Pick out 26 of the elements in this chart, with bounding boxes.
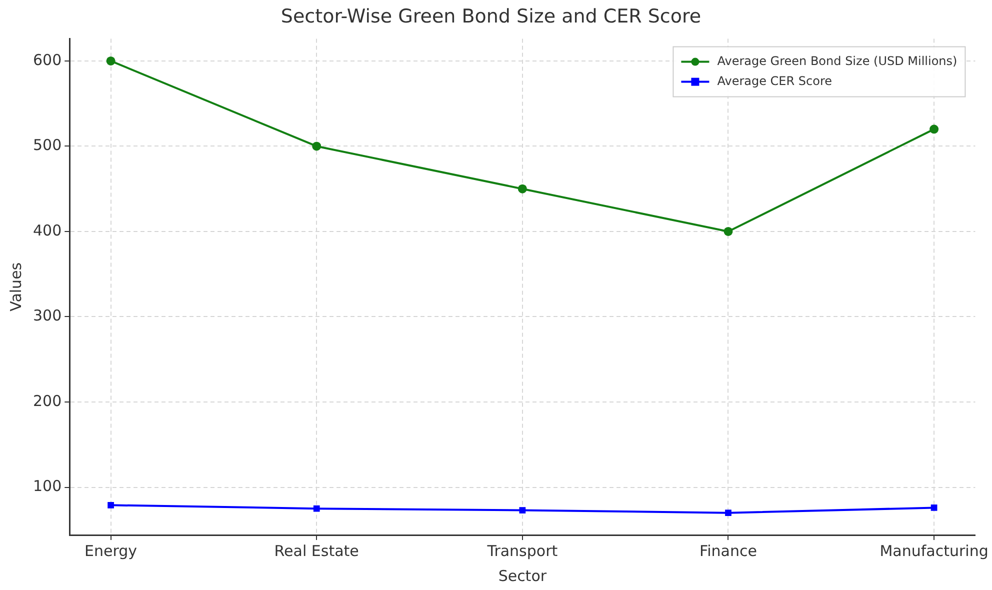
x-tick-label: Finance <box>700 542 757 560</box>
point <box>312 142 322 151</box>
y-tick-label: 400 <box>32 221 62 240</box>
point <box>519 507 526 514</box>
y-tick-label: 100 <box>32 477 62 496</box>
x-tick-label: Real Estate <box>274 542 359 560</box>
x-tick-label: Energy <box>84 542 138 560</box>
point <box>106 56 116 66</box>
y-tick-label: 200 <box>32 392 62 410</box>
y-tick-label: 300 <box>32 306 62 325</box>
y-tick-label: 600 <box>32 50 62 69</box>
point <box>725 510 732 516</box>
chart-title: Sector-Wise Green Bond Size and CER Score <box>280 5 702 28</box>
x-axis-title: Sector <box>498 566 548 585</box>
y-axis-title: Values <box>6 262 25 312</box>
legend-label: Average CER Score <box>717 74 832 88</box>
x-tick-label: Manufacturing <box>880 542 988 560</box>
y-tick-label: 500 <box>32 136 62 154</box>
point <box>518 184 527 194</box>
legend-label: Average Green Bond Size (USD Millions) <box>717 54 958 68</box>
point <box>313 505 320 512</box>
x-tick-label: Transport <box>486 542 558 560</box>
point <box>724 226 733 236</box>
point <box>930 504 938 511</box>
point <box>108 502 114 508</box>
point <box>930 124 939 134</box>
